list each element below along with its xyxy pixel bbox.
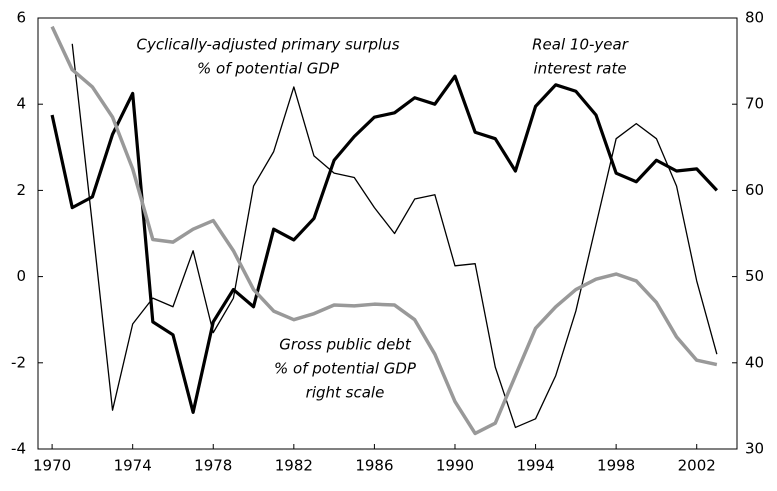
x-tick-label: 1974 bbox=[114, 457, 152, 475]
annotation: Real 10-year bbox=[532, 36, 629, 54]
y2-tick-label: 70 bbox=[745, 95, 764, 113]
annotation: Gross public debt bbox=[279, 336, 412, 354]
y-tick-label: 4 bbox=[16, 95, 26, 113]
x-tick-label: 1994 bbox=[516, 457, 554, 475]
x-tick-label: 1970 bbox=[33, 457, 71, 475]
annotation: Cyclically-adjusted primary surplus bbox=[136, 36, 399, 54]
series-line bbox=[50, 25, 718, 436]
y-tick-label: 2 bbox=[16, 181, 26, 199]
x-tick-label: 1998 bbox=[597, 457, 635, 475]
y2-tick-label: 30 bbox=[745, 440, 764, 458]
series-line bbox=[50, 74, 719, 414]
x-tick-label: 1978 bbox=[194, 457, 232, 475]
x-tick-label: 1982 bbox=[275, 457, 313, 475]
x-tick-label: 1990 bbox=[436, 457, 474, 475]
y-tick-label: 0 bbox=[16, 267, 26, 285]
y2-tick-label: 60 bbox=[745, 181, 764, 199]
y2-tick-label: 80 bbox=[745, 9, 764, 27]
annotation: interest rate bbox=[533, 60, 626, 78]
series-line bbox=[71, 43, 718, 429]
x-tick-label: 1986 bbox=[355, 457, 393, 475]
x-tick-label: 2002 bbox=[678, 457, 716, 475]
y-tick-label: -2 bbox=[11, 353, 26, 371]
y2-tick-label: 40 bbox=[745, 353, 764, 371]
annotation: % of potential GDP bbox=[274, 360, 417, 378]
y2-tick-label: 50 bbox=[745, 267, 764, 285]
annotation: % of potential GDP bbox=[197, 60, 340, 78]
y-tick-label: -4 bbox=[11, 440, 26, 458]
y-tick-label: 6 bbox=[16, 9, 26, 27]
plot-frame bbox=[37, 17, 738, 450]
annotation: right scale bbox=[306, 384, 385, 402]
